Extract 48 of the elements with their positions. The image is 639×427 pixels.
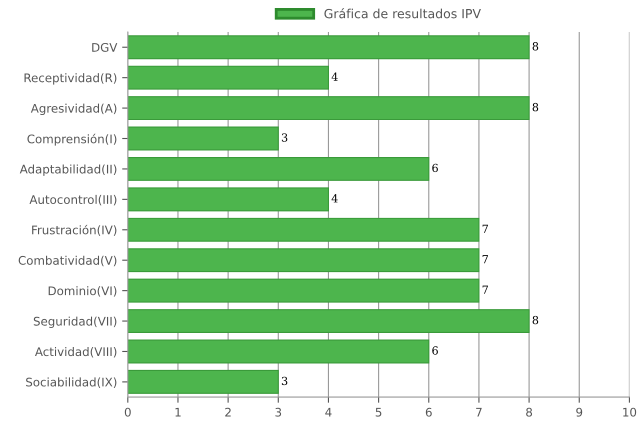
bar <box>128 187 329 212</box>
x-tick-label: 8 <box>526 408 532 417</box>
bar <box>128 126 279 150</box>
y-tick-label: Seguridad(VII) <box>34 316 116 328</box>
x-tick-label: 9 <box>576 408 582 417</box>
y-tick-label: Autocontrol(III) <box>29 194 116 206</box>
legend-label: Gráfica de resultados IPV <box>324 8 481 18</box>
data-label: 8 <box>532 42 538 50</box>
x-tick-label: 4 <box>325 408 332 416</box>
y-tick-label: Comprensión(I) <box>27 134 116 146</box>
bar <box>128 248 480 272</box>
bar <box>128 340 430 364</box>
data-label: 3 <box>282 133 288 142</box>
data-label: 6 <box>432 346 438 355</box>
x-tick-label: 5 <box>376 408 382 417</box>
y-tick-label: Dominio(VI) <box>48 286 116 297</box>
x-tick-label: 7 <box>476 408 482 416</box>
bar <box>128 96 530 120</box>
data-label: 4 <box>332 72 338 81</box>
data-label: 8 <box>532 102 538 112</box>
bar <box>128 370 279 394</box>
y-tick-label: Adaptabilidad(II) <box>20 164 116 176</box>
bar <box>128 66 329 90</box>
data-label: 6 <box>432 164 438 172</box>
y-tick-label: DGV <box>92 42 118 52</box>
bar <box>128 218 480 242</box>
data-label: 7 <box>482 255 488 264</box>
bar <box>128 35 530 60</box>
x-tick-label: 10 <box>623 408 636 417</box>
y-tick-label: Sociabilidad(IX) <box>26 377 116 388</box>
data-label: 7 <box>482 286 488 294</box>
x-tick-label: 3 <box>275 408 282 417</box>
bar <box>128 278 480 303</box>
data-label: 8 <box>532 316 538 324</box>
y-tick-label: Receptividad(R) <box>24 73 116 85</box>
x-tick-label: 0 <box>124 408 131 417</box>
data-label: 3 <box>282 376 288 386</box>
data-label: 7 <box>482 224 488 233</box>
x-tick-label: 1 <box>176 408 181 416</box>
y-tick-label: Combatividad(V) <box>18 256 116 266</box>
x-tick-label: 2 <box>225 408 231 416</box>
x-tick-label: 6 <box>426 408 432 417</box>
bar <box>128 309 530 334</box>
bar <box>128 156 430 181</box>
data-label: 4 <box>332 194 338 202</box>
y-tick-label: Actividad(VIII) <box>34 346 116 358</box>
y-tick-label: Frustración(IV) <box>32 224 116 236</box>
y-tick-label: Agresividad(A) <box>30 104 116 116</box>
